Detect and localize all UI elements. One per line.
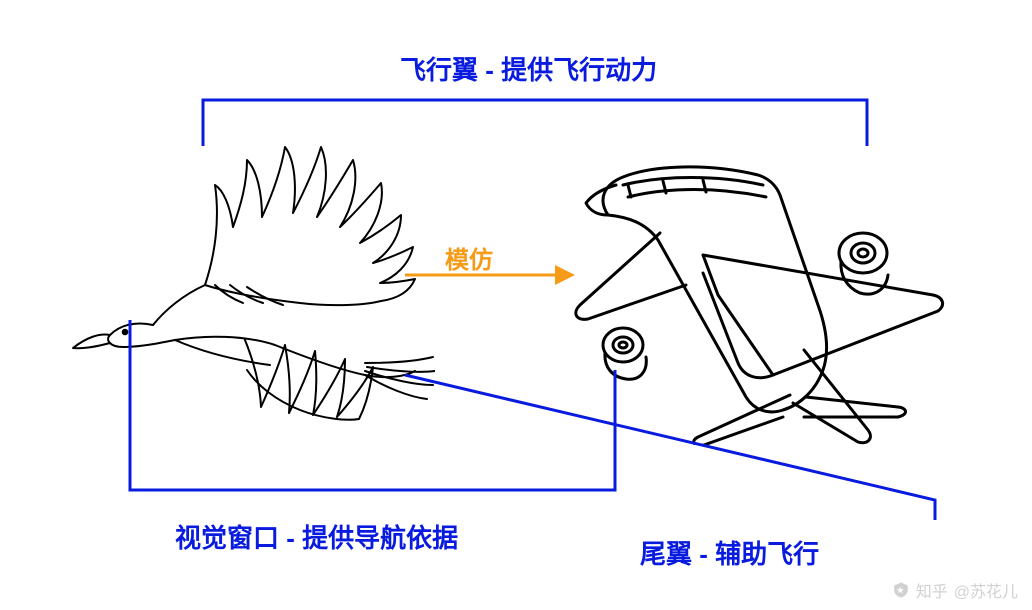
watermark: 知乎 @苏花儿 (892, 578, 1018, 602)
bird-illustration (65, 135, 435, 435)
airplane-illustration (568, 145, 953, 445)
zhihu-icon (892, 581, 910, 599)
watermark-site: 知乎 (916, 578, 948, 602)
diagram-canvas: 飞行翼 - 提供飞行动力 模仿 视觉窗口 - 提供导航依据 尾翼 - 辅助飞行 … (0, 0, 1032, 610)
label-imitation: 模仿 (445, 240, 493, 275)
label-visual-window: 视觉窗口 - 提供导航依据 (175, 518, 458, 555)
label-flight-wing: 飞行翼 - 提供飞行动力 (400, 50, 657, 87)
watermark-author: @苏花儿 (954, 578, 1018, 602)
label-tail-wing: 尾翼 - 辅助飞行 (640, 534, 819, 571)
